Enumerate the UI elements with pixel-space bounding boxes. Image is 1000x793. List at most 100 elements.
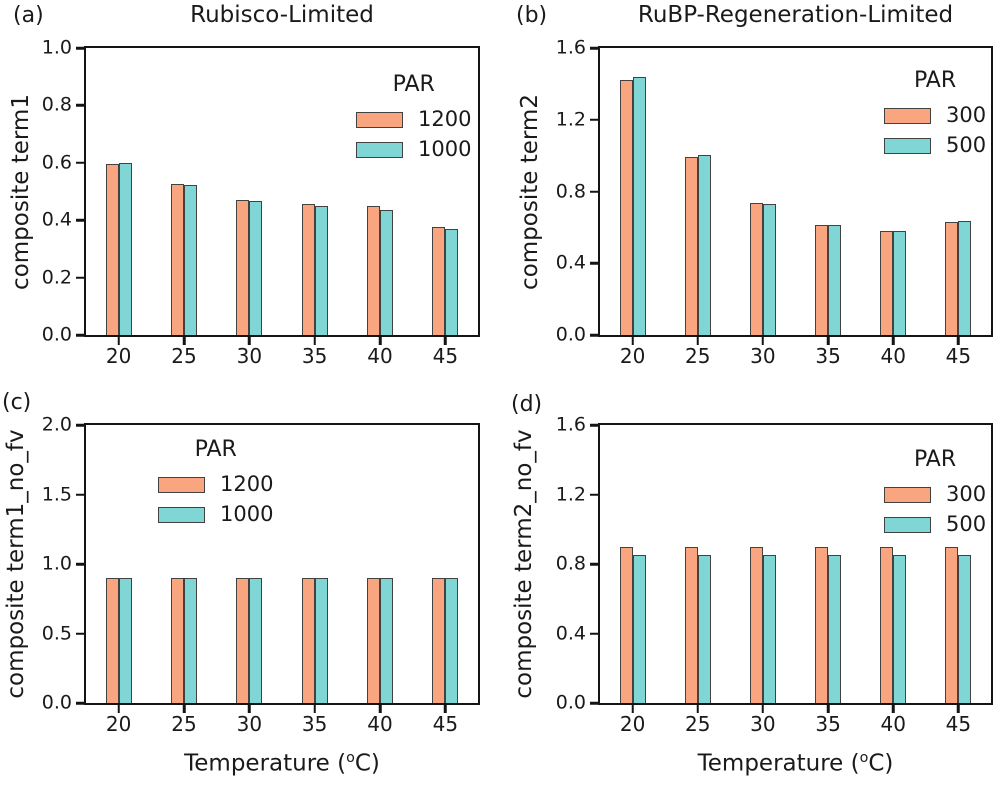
x-axis-label-text: Temperature ( [697,750,860,777]
bar-1000-30 [249,201,263,335]
x-tick-mark [631,337,634,345]
panel-a-label: (a) [13,3,44,28]
bar-1000-35 [314,577,328,703]
bar-300-25 [684,546,698,703]
x-tick-mark [117,705,120,713]
x-tick-mark [826,705,830,713]
x-tick-mark [761,337,765,345]
legend-label-series1: 300 [946,482,987,506]
panel-a-y-axis-label: composite term1 [8,94,34,290]
bar-300-30 [749,546,763,703]
y-tick-label: 0.0 [555,691,586,714]
panel-c-plot-area: PAR 1200 1000 0.0 0.5 1.0 1.5 2.0 20 25 30 35 40 4… [42,415,480,734]
bar-1200-45 [432,577,446,703]
bar-500-25 [697,154,711,335]
bar-500-45 [958,221,972,335]
y-tick-label: 0.6 [41,151,72,174]
panel-c-x-axis-label: Temperature (oC) [84,750,480,777]
y-tick-mark [590,333,598,337]
panel-a-legend: PAR 1200 1000 [356,72,471,169]
bar-500-35 [828,224,842,335]
x-tick-mark [892,337,895,345]
x-tick-label: 45 [945,712,972,736]
y-tick-mark [590,118,598,121]
x-tick-label: 25 [685,712,711,736]
y-tick-mark [76,493,84,496]
x-tick-label: 25 [685,344,711,368]
bar-1200-35 [301,577,315,703]
bar-300-40 [880,230,894,335]
x-tick-label: 35 [301,344,328,368]
bar-300-35 [815,224,829,335]
panel-d-y-axis-label: composite term2_no_fv [511,429,537,699]
y-tick-mark [590,701,598,705]
bar-1000-25 [184,185,197,335]
legend-entry: 1000 [158,504,273,525]
panel-b-plot-area: PAR 300 500 0.0 0.4 0.8 1.2 1.6 20 25 30 35 40 45 [556,38,993,366]
panel-d-label: (d) [511,392,543,417]
legend-label-series1: 1200 [220,472,274,496]
x-axis-label-unit: C) [868,750,894,777]
bar-1000-45 [445,577,459,703]
x-tick-label: 35 [301,712,328,736]
x-tick-mark [957,705,960,713]
y-tick-mark [590,632,598,635]
x-tick-label: 40 [880,712,906,736]
bar-1000-35 [314,205,328,335]
bar-300-45 [945,546,959,703]
x-tick-mark [892,705,895,713]
legend-swatch-series1 [884,107,931,124]
bar-1000-40 [380,577,393,703]
legend-entry: 300 [884,105,986,126]
y-tick-label: 0.2 [41,266,72,289]
y-tick-mark [76,701,84,705]
y-tick-label: 1.2 [555,108,586,131]
panel-b-y-axis-label: composite term2 [517,94,543,290]
x-tick-label: 30 [750,344,776,368]
y-tick-label: 0.4 [555,622,586,644]
y-tick-mark [590,190,598,193]
y-tick-mark [590,262,598,265]
x-axis-label-text: Temperature ( [184,750,347,777]
y-tick-label: 1.6 [555,413,586,436]
x-tick-mark [444,705,447,713]
y-tick-label: 0.8 [41,93,72,116]
bar-300-40 [880,546,894,703]
y-tick-mark [590,46,598,50]
bar-500-45 [958,555,972,703]
bar-1200-25 [171,184,184,335]
x-tick-label: 40 [367,344,393,368]
legend-swatch-series1 [884,486,931,503]
bar-1000-40 [380,209,393,335]
x-tick-label: 20 [619,344,646,368]
legend-label-series2: 500 [946,512,987,536]
y-tick-mark [76,104,84,107]
panel-c-legend: PAR 1200 1000 [158,437,273,534]
legend-label-series1: 1200 [418,107,472,131]
legend-entry: 1200 [158,474,273,495]
x-tick-label: 40 [880,344,906,368]
bar-1000-20 [118,577,132,703]
y-tick-label: 0.5 [41,622,72,644]
legend-label-series1: 300 [946,103,987,127]
bar-300-30 [749,203,763,335]
x-tick-label: 35 [815,344,841,368]
legend-entry: 300 [884,484,986,505]
bar-500-20 [632,76,646,335]
bar-1200-20 [105,577,119,703]
panel-b-title: RuBP-Regeneration-Limited [637,2,954,28]
panel-d-plot-area: PAR 300 500 0.0 0.4 0.8 1.2 1.6 20 25 30 35 40 45 [556,415,993,734]
y-tick-label: 2.0 [41,413,72,436]
bar-300-45 [945,222,959,335]
legend-swatch-series1 [356,111,403,128]
x-tick-label: 45 [945,344,972,368]
x-tick-label: 45 [432,712,459,736]
panel-c-label: (c) [2,390,32,415]
x-tick-mark [378,337,382,345]
panel-a-plot-area: PAR 1200 1000 0.0 0.2 0.4 0.6 0.8 1.0 20 25 30 35… [42,38,480,366]
x-tick-label: 40 [367,712,393,736]
legend-label-series2: 500 [946,133,987,157]
bar-1000-30 [249,577,263,703]
x-tick-label: 20 [619,712,646,736]
